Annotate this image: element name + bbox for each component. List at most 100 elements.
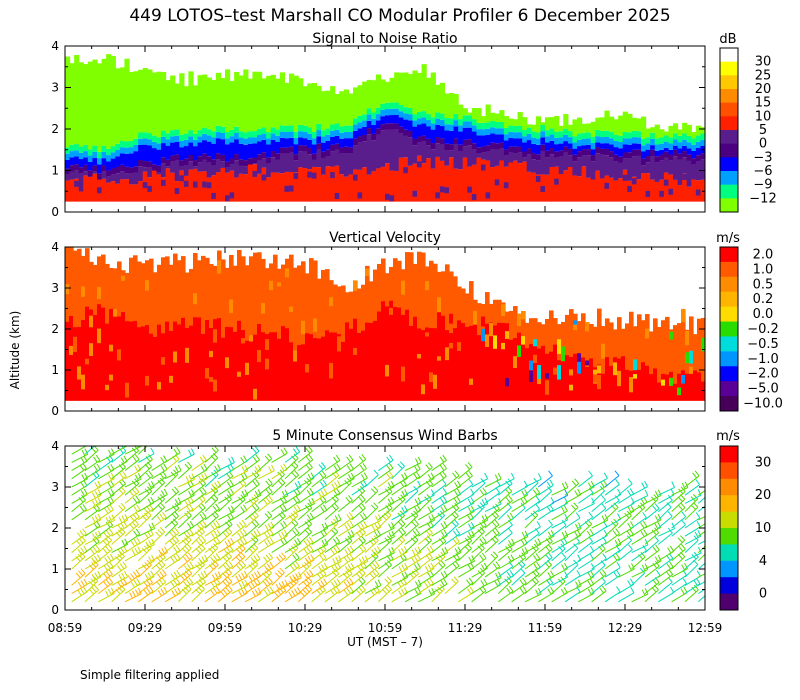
wind-barb-flag xyxy=(177,464,182,471)
wind-barb-flag xyxy=(428,515,433,522)
wind-barb-flag xyxy=(211,447,217,453)
snr-cell xyxy=(682,157,688,174)
snr-cell xyxy=(330,151,336,167)
wind-barb xyxy=(671,487,689,496)
wind-barb-flag xyxy=(188,528,194,535)
vv-cell xyxy=(417,353,422,359)
wind-barb xyxy=(71,478,88,488)
wind-barb-flag xyxy=(318,464,324,470)
wind-barb xyxy=(604,475,620,488)
vv-cell xyxy=(449,323,454,334)
wind-barb-flag xyxy=(467,461,473,468)
snr-cell xyxy=(234,177,240,202)
wind-barb-flag xyxy=(290,520,296,527)
snr-cell xyxy=(650,156,656,180)
wind-barb-flag xyxy=(385,505,391,511)
wind-barb-flag xyxy=(224,496,230,502)
wind-barb-flag xyxy=(130,573,135,579)
wind-barb-flag xyxy=(119,563,125,570)
wind-barb-flag xyxy=(244,489,249,496)
wind-barb xyxy=(631,568,649,578)
wind-barb-flag xyxy=(481,515,486,522)
wind-barb-flag xyxy=(521,490,526,497)
snr-cell xyxy=(174,154,180,161)
snr-cell xyxy=(668,174,674,202)
wind-barb xyxy=(137,514,152,529)
snr-cell xyxy=(513,153,519,161)
snr-cell xyxy=(110,168,116,175)
wind-barb-flag xyxy=(707,515,710,520)
wind-barb-flag xyxy=(118,504,124,511)
snr-cell xyxy=(119,140,126,148)
snr-cell xyxy=(663,147,670,152)
wind-barb-flag xyxy=(655,560,660,567)
wind-barb-flag xyxy=(304,586,310,593)
wind-barb-flag xyxy=(563,505,568,512)
vv-cell xyxy=(257,350,262,363)
snr-cell xyxy=(417,155,423,202)
snr-cell xyxy=(325,149,331,156)
wind-barb-flag xyxy=(319,546,324,553)
wind-barb xyxy=(578,516,593,529)
wind-barb-flag xyxy=(229,479,234,486)
colorbar-label: 0.2 xyxy=(753,292,774,307)
snr-cell xyxy=(311,82,318,132)
wind-barb-flag xyxy=(91,586,97,593)
wind-barb-flag xyxy=(148,556,152,563)
wind-barb-flag xyxy=(656,569,661,576)
wind-barb-flag xyxy=(652,546,658,553)
wind-barb-flag xyxy=(196,523,202,530)
snr-cell xyxy=(188,71,194,131)
wind-barb xyxy=(351,468,367,480)
wind-barb-flag xyxy=(331,504,337,511)
wind-barb-flag xyxy=(269,586,274,593)
wind-barb-flag xyxy=(227,519,233,525)
wind-barb-flag xyxy=(602,553,607,559)
snr-cell xyxy=(243,144,249,161)
snr-cell xyxy=(645,162,651,174)
snr-cell xyxy=(298,124,304,132)
wind-barb-flag xyxy=(348,495,353,501)
snr-cell xyxy=(554,144,560,152)
wind-barb xyxy=(244,524,260,537)
wind-barb-flag xyxy=(360,494,366,501)
vv-cell xyxy=(433,374,438,389)
colorbar-swatch xyxy=(720,61,738,76)
wind-barb-flag xyxy=(522,577,527,584)
wind-barb-flag xyxy=(201,478,207,485)
wind-barb-flag xyxy=(479,538,484,545)
wind-barb-flag xyxy=(159,494,165,500)
snr-cell xyxy=(270,157,276,173)
vv-cell xyxy=(313,328,318,339)
wind-barb-flag xyxy=(455,536,460,542)
snr-cell xyxy=(453,144,459,169)
wind-barb xyxy=(244,515,259,529)
vv-cell xyxy=(521,341,526,401)
wind-barb-flag xyxy=(547,531,552,538)
wind-barb-flag xyxy=(440,580,445,587)
wind-barb xyxy=(177,547,192,562)
snr-cell xyxy=(449,150,455,158)
wind-barb-flag xyxy=(147,437,151,442)
vv-cell xyxy=(453,328,458,401)
wind-barb-flag xyxy=(414,581,419,588)
snr-cell xyxy=(206,141,212,157)
wind-barb-flag xyxy=(237,540,242,547)
snr-cell xyxy=(522,157,528,162)
wind-barb-flag xyxy=(108,577,114,583)
vv-cell xyxy=(101,307,106,401)
snr-cell xyxy=(247,164,254,202)
wind-barb-flag xyxy=(438,562,444,568)
snr-cell xyxy=(380,109,386,117)
wind-barb-flag xyxy=(127,575,133,581)
wind-barb-flag xyxy=(401,572,406,579)
wind-barb xyxy=(591,526,608,537)
wind-barb xyxy=(151,557,166,570)
wind-barb-flag xyxy=(391,522,395,529)
snr-cell xyxy=(485,128,491,135)
wind-barb xyxy=(418,494,435,504)
vv-cell xyxy=(481,328,486,342)
wind-barb xyxy=(71,485,88,496)
wind-barb-flag xyxy=(80,588,85,595)
